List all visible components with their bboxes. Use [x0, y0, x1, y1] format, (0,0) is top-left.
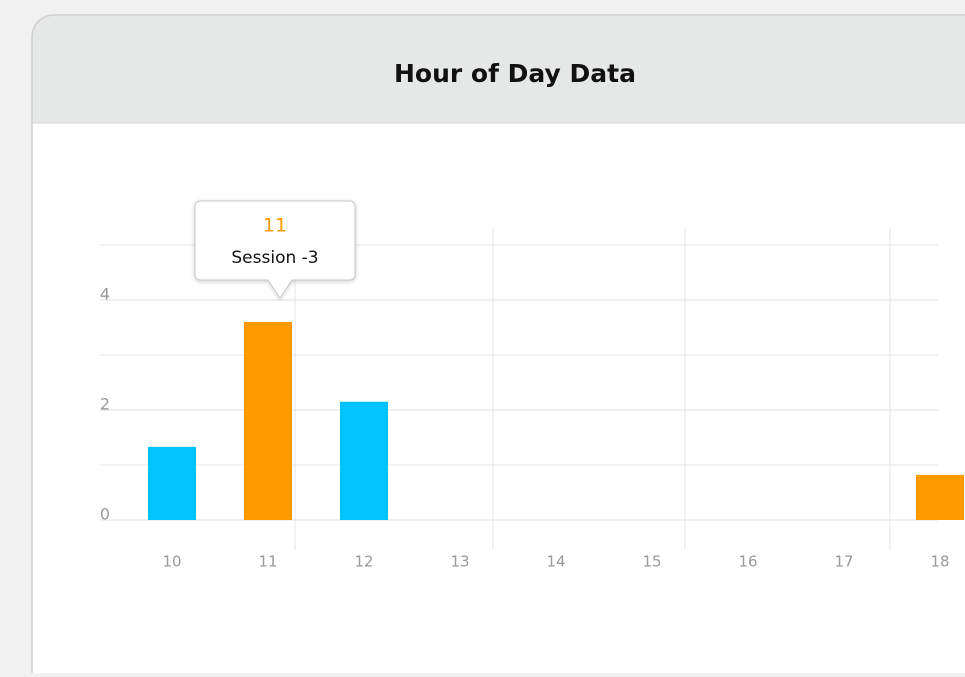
x-tick-label: 13 — [450, 553, 469, 571]
x-tick-label: 15 — [642, 553, 661, 571]
bar — [244, 322, 292, 520]
bar — [148, 446, 196, 520]
x-tick-label: 16 — [738, 553, 757, 571]
y-tick-label: 4 — [100, 285, 110, 304]
x-tick-label: 11 — [258, 553, 277, 571]
card-body — [32, 15, 965, 677]
chart-title: Hour of Day Data — [394, 59, 636, 88]
x-tick-label: 12 — [354, 553, 373, 571]
bar — [340, 401, 388, 520]
tooltip: 11 Session -3 — [194, 200, 356, 299]
tooltip-title: 11 — [263, 215, 287, 237]
y-tick-label: 0 — [100, 505, 110, 524]
bar — [916, 474, 964, 520]
card — [32, 15, 965, 677]
tooltip-text: Session -3 — [231, 248, 318, 268]
x-tick-label: 10 — [162, 553, 181, 571]
y-tick-label: 2 — [100, 395, 110, 414]
x-tick-label: 18 — [930, 553, 949, 571]
x-tick-label: 17 — [834, 553, 853, 571]
tooltip-box — [194, 200, 356, 299]
card-border — [31, 14, 965, 677]
card-header — [32, 15, 965, 123]
x-tick-label: 14 — [546, 553, 565, 571]
